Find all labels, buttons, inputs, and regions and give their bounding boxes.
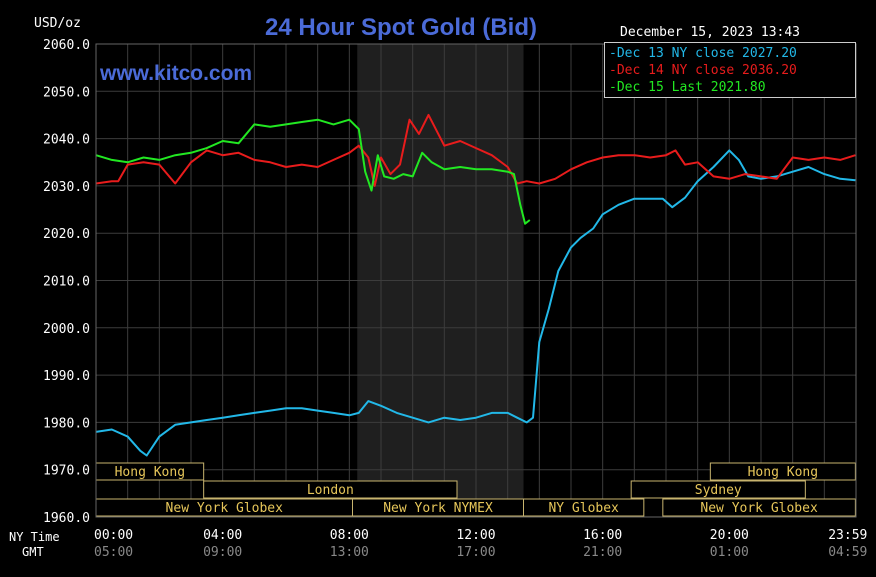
x-tick-ny: 23:59 xyxy=(828,528,867,543)
y-units-label: USD/oz xyxy=(34,16,81,31)
x-tick-gmt: 13:00 xyxy=(330,545,369,560)
ny-time-row-label: NY Time xyxy=(9,530,60,544)
session-box xyxy=(203,480,458,499)
gmt-row-label: GMT xyxy=(22,545,44,559)
session-box xyxy=(709,462,856,481)
chart-title: 24 Hour Spot Gold (Bid) xyxy=(265,14,537,41)
x-tick-ny: 04:00 xyxy=(203,528,242,543)
session-box xyxy=(662,498,856,517)
plot-border xyxy=(95,43,857,518)
session-label: London xyxy=(307,483,354,498)
legend-item-dec14: -Dec 14 NY close 2036.20 xyxy=(609,63,797,78)
legend-item-dec15: -Dec 15 Last 2021.80 xyxy=(609,80,766,95)
trading-sessions: Hong Kong Hong Kong London Sydney New York G… xyxy=(95,462,856,517)
y-tick-label: 2030.0 xyxy=(43,180,90,195)
x-axis: 00:00 04:00 08:00 12:00 16:00 20:00 23:59 05:00… xyxy=(9,528,867,560)
series-line-1 xyxy=(95,113,856,187)
kitco-watermark: www.kitco.com xyxy=(100,62,253,85)
timestamp: December 15, 2023 13:43 xyxy=(620,25,801,40)
x-tick-gmt: 05:00 xyxy=(94,545,133,560)
y-axis: 2060.0 2050.0 2040.0 2030.0 2020.0 2010.0 2000… xyxy=(43,38,90,526)
y-tick-label: 2050.0 xyxy=(43,85,90,100)
session-label: New York NYMEX xyxy=(383,501,493,516)
x-tick-ny: 12:00 xyxy=(456,528,495,543)
session-label: New York Globex xyxy=(700,501,818,516)
x-tick-ny: 16:00 xyxy=(583,528,622,543)
y-tick-label: 2040.0 xyxy=(43,133,90,148)
session-label: Sydney xyxy=(695,483,742,498)
session-box xyxy=(523,498,645,517)
session-box xyxy=(630,480,806,499)
legend-label-dec15: Dec 15 Last 2021.80 xyxy=(616,80,766,95)
x-tick-gmt: 21:00 xyxy=(583,545,622,560)
series-line-2 xyxy=(95,118,531,225)
session-label: Hong Kong xyxy=(115,465,185,480)
y-tick-label: 2060.0 xyxy=(43,38,90,53)
legend: -Dec 13 NY close 2027.20 -Dec 14 NY clos… xyxy=(604,42,856,98)
grid-lines xyxy=(96,44,856,517)
series-line-0 xyxy=(95,149,856,457)
legend-label-dec13: Dec 13 NY close 2027.20 xyxy=(616,46,797,61)
series-lines xyxy=(95,113,856,457)
session-label: Hong Kong xyxy=(748,465,818,480)
x-tick-ny: 20:00 xyxy=(710,528,749,543)
session-label: NY Globex xyxy=(548,501,619,516)
x-tick-ny: 00:00 xyxy=(94,528,133,543)
y-tick-label: 2010.0 xyxy=(43,275,90,290)
y-tick-label: 1970.0 xyxy=(43,464,90,479)
x-tick-gmt: 17:00 xyxy=(456,545,495,560)
x-tick-ny: 08:00 xyxy=(330,528,369,543)
legend-label-dec14: Dec 14 NY close 2036.20 xyxy=(616,63,797,78)
y-tick-label: 1990.0 xyxy=(43,369,90,384)
legend-item-dec13: -Dec 13 NY close 2027.20 xyxy=(609,46,797,61)
y-tick-label: 2000.0 xyxy=(43,322,90,337)
y-tick-label: 1960.0 xyxy=(43,511,90,526)
x-tick-gmt: 04:59 xyxy=(828,545,867,560)
x-tick-gmt: 01:00 xyxy=(710,545,749,560)
x-tick-gmt: 09:00 xyxy=(203,545,242,560)
y-tick-label: 1980.0 xyxy=(43,416,90,431)
session-label: New York Globex xyxy=(166,501,284,516)
y-tick-label: 2020.0 xyxy=(43,227,90,242)
